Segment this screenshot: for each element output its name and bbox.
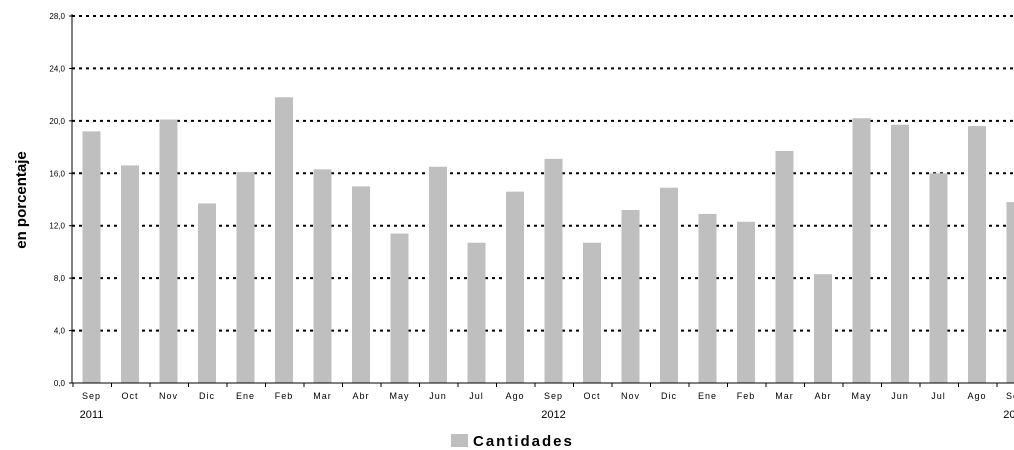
bars [82, 97, 1014, 384]
bar [544, 158, 563, 383]
year-label: 2012 [541, 409, 565, 421]
bar [583, 242, 601, 383]
x-tick-label: Sep [544, 391, 563, 401]
y-tick-label: 8,0 [54, 274, 66, 283]
x-tick-label: Oct [583, 391, 600, 401]
year-labels: 2011 2012 2013 [80, 409, 1014, 421]
year-label: 2013 [1003, 409, 1014, 421]
bar [929, 173, 948, 383]
y-axis-label: en porcentaje [13, 151, 30, 249]
y-tick-label: 12,0 [49, 222, 65, 231]
bar [82, 131, 101, 383]
bar [737, 221, 755, 383]
legend: Cantidades [451, 433, 574, 450]
x-tick-label: Nov [159, 391, 178, 401]
x-tick-label: May [851, 391, 871, 401]
bar [390, 233, 409, 383]
bar [660, 187, 678, 383]
bar [275, 97, 293, 383]
axes [71, 14, 1014, 384]
x-tick-label: Feb [737, 391, 756, 401]
bar [1006, 202, 1014, 383]
bar [429, 166, 447, 383]
bar [236, 171, 255, 383]
x-tick-label: Oct [121, 391, 138, 401]
bar [121, 165, 139, 383]
y-tick-label: 16,0 [49, 169, 65, 178]
x-tick-labels: Sep Oct Nov Dic Ene Feb Mar Abr May Jun Jul Ago Sep O… [72, 383, 1014, 401]
bar [852, 118, 871, 383]
bar [313, 169, 332, 383]
y-tick-labels: 0,0 4,0 8,0 12,0 16,0 20,0 24,0 28,0 [49, 12, 72, 388]
bar [352, 186, 370, 383]
x-tick-label: Jun [891, 391, 909, 401]
y-tick-label: 28,0 [49, 12, 65, 21]
x-tick-label: Mar [313, 391, 332, 401]
x-tick-label: Ago [505, 391, 524, 401]
x-tick-label: Nov [621, 391, 640, 401]
bar [467, 242, 486, 383]
x-tick-label: Jul [469, 391, 484, 401]
x-tick-label: Sep [1006, 391, 1014, 401]
legend-swatch [451, 434, 468, 447]
bar [814, 274, 832, 383]
legend-label: Cantidades [473, 433, 574, 450]
x-tick-label: Mar [775, 391, 794, 401]
bar [698, 213, 717, 383]
bar [506, 191, 524, 383]
bar [775, 151, 794, 383]
year-label: 2011 [80, 409, 104, 421]
y-tick-label: 0,0 [54, 379, 66, 388]
gridlines [72, 15, 1014, 332]
bar [968, 126, 986, 383]
x-tick-label: Ene [698, 391, 717, 401]
y-tick-label: 4,0 [54, 327, 66, 336]
x-tick-label: Dic [661, 391, 677, 401]
y-tick-label: 20,0 [49, 117, 65, 126]
x-tick-label: Jul [931, 391, 946, 401]
x-tick-label: Feb [275, 391, 294, 401]
x-tick-label: Sep [82, 391, 101, 401]
x-tick-label: Dic [199, 391, 215, 401]
x-tick-label: Jun [429, 391, 447, 401]
x-tick-label: Abr [814, 391, 831, 401]
bar [621, 209, 640, 383]
x-tick-label: May [389, 391, 409, 401]
x-tick-label: Ene [236, 391, 255, 401]
x-tick-label: Abr [352, 391, 369, 401]
x-tick-label: Ago [967, 391, 986, 401]
bar [159, 119, 178, 384]
bar [198, 203, 216, 383]
bar [891, 124, 909, 384]
y-tick-label: 24,0 [49, 64, 65, 73]
